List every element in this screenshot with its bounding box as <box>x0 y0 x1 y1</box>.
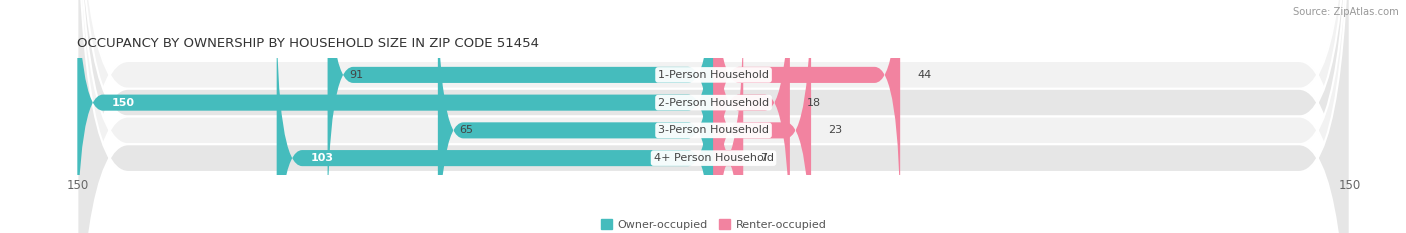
Legend: Owner-occupied, Renter-occupied: Owner-occupied, Renter-occupied <box>600 219 827 230</box>
Text: 2-Person Household: 2-Person Household <box>658 98 769 108</box>
FancyBboxPatch shape <box>714 0 744 233</box>
FancyBboxPatch shape <box>77 0 1350 233</box>
Text: 23: 23 <box>828 125 842 135</box>
FancyBboxPatch shape <box>437 0 714 233</box>
Text: 103: 103 <box>311 153 333 163</box>
Text: 18: 18 <box>807 98 821 108</box>
Text: 4+ Person Household: 4+ Person Household <box>654 153 773 163</box>
FancyBboxPatch shape <box>77 0 714 233</box>
FancyBboxPatch shape <box>277 0 714 233</box>
FancyBboxPatch shape <box>77 0 1350 233</box>
FancyBboxPatch shape <box>77 0 1350 233</box>
Text: 91: 91 <box>349 70 363 80</box>
FancyBboxPatch shape <box>328 0 714 233</box>
Text: Source: ZipAtlas.com: Source: ZipAtlas.com <box>1294 7 1399 17</box>
Text: OCCUPANCY BY OWNERSHIP BY HOUSEHOLD SIZE IN ZIP CODE 51454: OCCUPANCY BY OWNERSHIP BY HOUSEHOLD SIZE… <box>77 37 540 50</box>
Text: 150: 150 <box>111 98 134 108</box>
Text: 1-Person Household: 1-Person Household <box>658 70 769 80</box>
Text: 3-Person Household: 3-Person Household <box>658 125 769 135</box>
Text: 65: 65 <box>458 125 472 135</box>
FancyBboxPatch shape <box>714 0 811 233</box>
FancyBboxPatch shape <box>714 0 900 233</box>
Text: 44: 44 <box>917 70 931 80</box>
FancyBboxPatch shape <box>714 0 790 233</box>
FancyBboxPatch shape <box>77 0 1350 233</box>
Text: 7: 7 <box>761 153 768 163</box>
